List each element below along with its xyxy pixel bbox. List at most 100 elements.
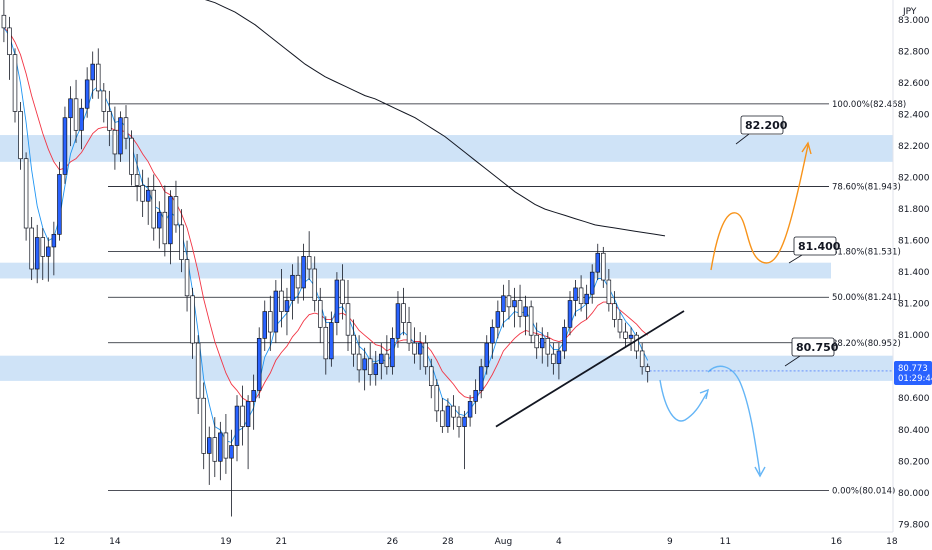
candle-body: [129, 137, 134, 175]
candle-body: [284, 300, 290, 312]
candle-body: [562, 326, 567, 352]
candle-body: [362, 358, 367, 371]
candle-body: [528, 306, 534, 336]
y-axis-ticks: 83.000 82.800 82.600 82.400 82.200 82.000 81.8…: [898, 16, 930, 530]
candle-body: [406, 322, 412, 344]
candle-body: [501, 295, 506, 312]
zone-2: [0, 355, 893, 381]
candle-body: [268, 311, 273, 333]
callout-box: [740, 115, 784, 135]
candle-body: [84, 79, 90, 109]
callout-pointer: [735, 133, 750, 145]
candle-body: [329, 322, 334, 360]
candle-body: [29, 227, 34, 270]
candle-body: [68, 98, 73, 119]
candle-body: [1, 14, 7, 29]
arrow-head-icon: [754, 466, 766, 478]
x-tick-label: 26: [387, 537, 399, 547]
ascending-trendline: [495, 310, 685, 428]
candle-body: [212, 437, 218, 462]
candle-body: [417, 342, 423, 355]
candle-body: [318, 300, 323, 328]
x-tick-label: 18: [886, 537, 898, 547]
y-tick-label: 81.200: [898, 300, 930, 310]
candle-body: [584, 293, 589, 305]
projection-arrows: [659, 141, 812, 478]
candle-body: [34, 237, 40, 270]
candle-body: [62, 117, 68, 175]
candle-body: [306, 256, 312, 270]
candle-body: [556, 350, 562, 364]
candle-body: [251, 390, 256, 402]
arrow-head-icon: [801, 141, 812, 155]
x-tick-label: 4: [556, 537, 562, 547]
candle-body: [157, 211, 162, 229]
candle-body: [434, 385, 440, 412]
candle-body: [145, 189, 151, 202]
candle-body: [545, 338, 551, 355]
candle-body: [12, 54, 18, 112]
y-tick-label: 80.000: [898, 489, 930, 499]
candle-body: [90, 63, 95, 81]
candle-body: [245, 401, 251, 427]
bearish-projection-path: [659, 379, 708, 422]
candle-body: [207, 437, 212, 454]
candle-body: [617, 319, 623, 333]
y-tick-label: 82.200: [898, 142, 930, 152]
candle-body: [384, 353, 390, 368]
zone-0: [0, 135, 893, 162]
candle-body: [234, 405, 240, 446]
candle-body: [412, 342, 417, 355]
candle-body: [539, 338, 545, 349]
y-tick-label: 82.800: [898, 48, 930, 58]
bearish-projection-path: [707, 365, 761, 475]
candle-body: [240, 405, 245, 427]
candle-body: [345, 303, 351, 336]
y-tick-label: 79.800: [898, 520, 930, 530]
x-tick-label: 12: [54, 537, 65, 547]
candle-body: [112, 129, 118, 155]
candle-body: [578, 287, 584, 305]
x-tick-label: 19: [220, 537, 232, 547]
candle-body: [118, 117, 123, 155]
candle-body: [101, 90, 107, 112]
candle-body: [57, 174, 62, 235]
candle-body: [312, 268, 317, 301]
currency-label: JPY: [902, 7, 917, 17]
current-price-label: 80.773: [898, 364, 928, 374]
callout-label: 82.200: [745, 119, 788, 132]
candle-body: [351, 334, 356, 355]
candle-body: [440, 410, 445, 427]
x-tick-label: 28: [442, 537, 454, 547]
y-tick-label: 83.000: [898, 16, 930, 26]
candle-body: [606, 279, 612, 305]
candle-body: [279, 290, 284, 312]
candle-body: [595, 252, 600, 273]
candle-body: [456, 416, 462, 427]
candle-body: [506, 295, 512, 308]
candle-body: [390, 338, 395, 368]
candle-body: [573, 287, 578, 301]
bullish-projection-path: [710, 144, 809, 271]
x-tick-label: 9: [667, 537, 673, 547]
candle-body: [401, 303, 406, 323]
x-tick-label: 14: [109, 537, 121, 547]
candle-body: [73, 98, 79, 131]
fib-label: 100.00%(82.468): [832, 100, 906, 110]
zone-1: [0, 262, 831, 279]
candle-body: [184, 259, 190, 297]
callout-box: [791, 337, 835, 357]
candle-body: [512, 300, 517, 308]
callout-box: [793, 236, 837, 256]
candle-body: [107, 111, 112, 131]
candle-body: [173, 196, 179, 226]
candle-body: [429, 366, 434, 386]
y-tick-label: 81.800: [898, 205, 930, 215]
candle-body: [367, 358, 373, 375]
candle-body: [589, 271, 595, 295]
candle-body: [523, 306, 528, 317]
candle-body: [639, 350, 645, 368]
candle-body: [462, 416, 467, 427]
candle-body: [201, 397, 206, 454]
